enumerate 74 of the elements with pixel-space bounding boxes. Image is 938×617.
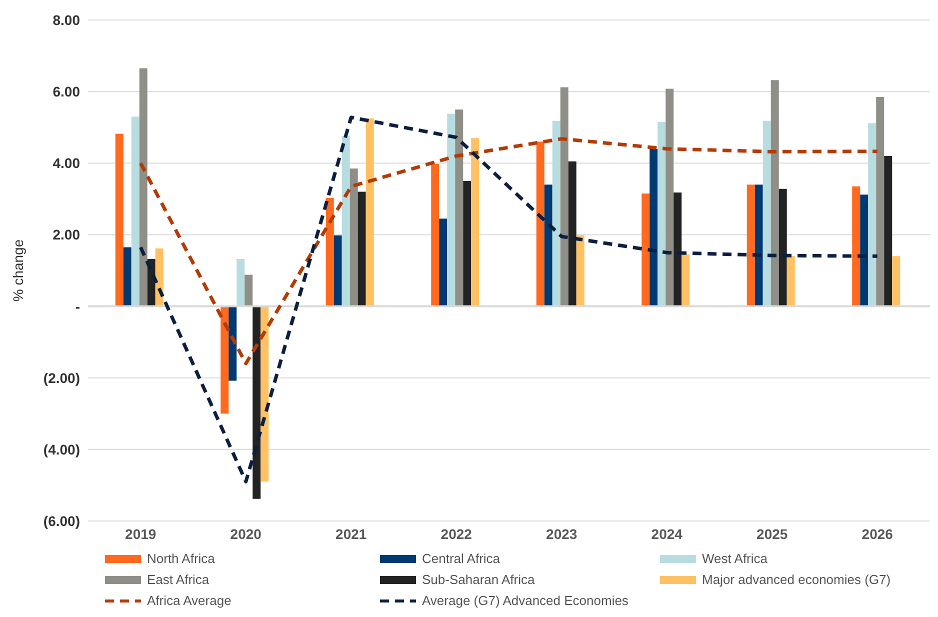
legend-label: Sub-Saharan Africa bbox=[422, 572, 535, 587]
bar bbox=[115, 134, 124, 306]
x-tick-label: 2021 bbox=[336, 526, 367, 542]
y-tick-label: 8.00 bbox=[52, 12, 80, 28]
y-tick-label: (2.00) bbox=[43, 370, 80, 386]
bar bbox=[860, 194, 868, 306]
x-tick-label: 2019 bbox=[125, 526, 156, 542]
y-tick-label: (4.00) bbox=[43, 441, 80, 458]
bar bbox=[220, 306, 229, 414]
bar bbox=[666, 88, 674, 306]
bar bbox=[770, 80, 779, 306]
x-tick-label: 2022 bbox=[440, 526, 472, 542]
bar bbox=[139, 68, 148, 306]
legend-label: East Africa bbox=[147, 572, 210, 587]
legend-label: Average (G7) Advanced Economies bbox=[422, 593, 628, 608]
bar bbox=[552, 120, 560, 306]
bar bbox=[576, 235, 584, 306]
legend-label: Central Africa bbox=[422, 551, 500, 566]
bar bbox=[228, 306, 237, 381]
bar bbox=[439, 218, 448, 306]
x-tick-label: 2023 bbox=[546, 526, 578, 542]
y-tick-label: 2.00 bbox=[52, 226, 80, 243]
x-tick-label: 2020 bbox=[230, 526, 262, 542]
bar bbox=[447, 114, 456, 306]
y-axis-title: % change bbox=[10, 239, 26, 302]
bar bbox=[342, 136, 350, 306]
y-tick-label: 4.00 bbox=[52, 155, 80, 172]
legend-label: Major advanced economies (G7) bbox=[702, 572, 891, 587]
bar bbox=[244, 274, 253, 306]
bar bbox=[892, 256, 900, 306]
bar bbox=[778, 188, 787, 306]
bar bbox=[544, 184, 552, 306]
bar bbox=[358, 192, 366, 306]
bar bbox=[123, 247, 132, 306]
bar bbox=[674, 192, 682, 306]
bar bbox=[658, 122, 666, 306]
x-tick-label: 2025 bbox=[756, 526, 788, 542]
bar bbox=[471, 138, 480, 306]
bar bbox=[852, 186, 860, 306]
bar bbox=[326, 198, 334, 306]
bar bbox=[650, 148, 658, 306]
legend-label: Africa Average bbox=[147, 593, 232, 608]
bar bbox=[746, 184, 755, 306]
bar bbox=[350, 168, 358, 306]
bar bbox=[536, 142, 544, 306]
bar bbox=[884, 156, 892, 306]
x-tick-label: 2026 bbox=[862, 526, 894, 542]
y-tick-label: - bbox=[75, 298, 80, 314]
bar bbox=[642, 194, 650, 306]
bar bbox=[682, 254, 690, 306]
y-tick-label: 6.00 bbox=[52, 84, 80, 100]
legend-label: West Africa bbox=[702, 551, 768, 566]
line-series bbox=[138, 137, 880, 366]
y-tick-label: (6.00) bbox=[43, 512, 80, 529]
x-tick-label: 2024 bbox=[651, 526, 683, 542]
bar bbox=[236, 259, 245, 306]
bar bbox=[568, 161, 576, 306]
bar bbox=[455, 109, 464, 306]
bar bbox=[260, 306, 269, 482]
bar bbox=[463, 181, 472, 306]
bar bbox=[334, 235, 342, 306]
bar bbox=[560, 87, 568, 306]
bar bbox=[366, 118, 374, 306]
bar bbox=[762, 120, 771, 306]
bar bbox=[252, 306, 261, 499]
bar bbox=[786, 256, 795, 306]
bar bbox=[754, 184, 763, 306]
bar bbox=[155, 248, 164, 306]
bar bbox=[868, 123, 876, 306]
bar bbox=[131, 116, 140, 306]
bar bbox=[876, 96, 884, 306]
legend-label: North Africa bbox=[147, 551, 215, 566]
bar bbox=[431, 164, 440, 306]
line-series bbox=[138, 116, 880, 484]
